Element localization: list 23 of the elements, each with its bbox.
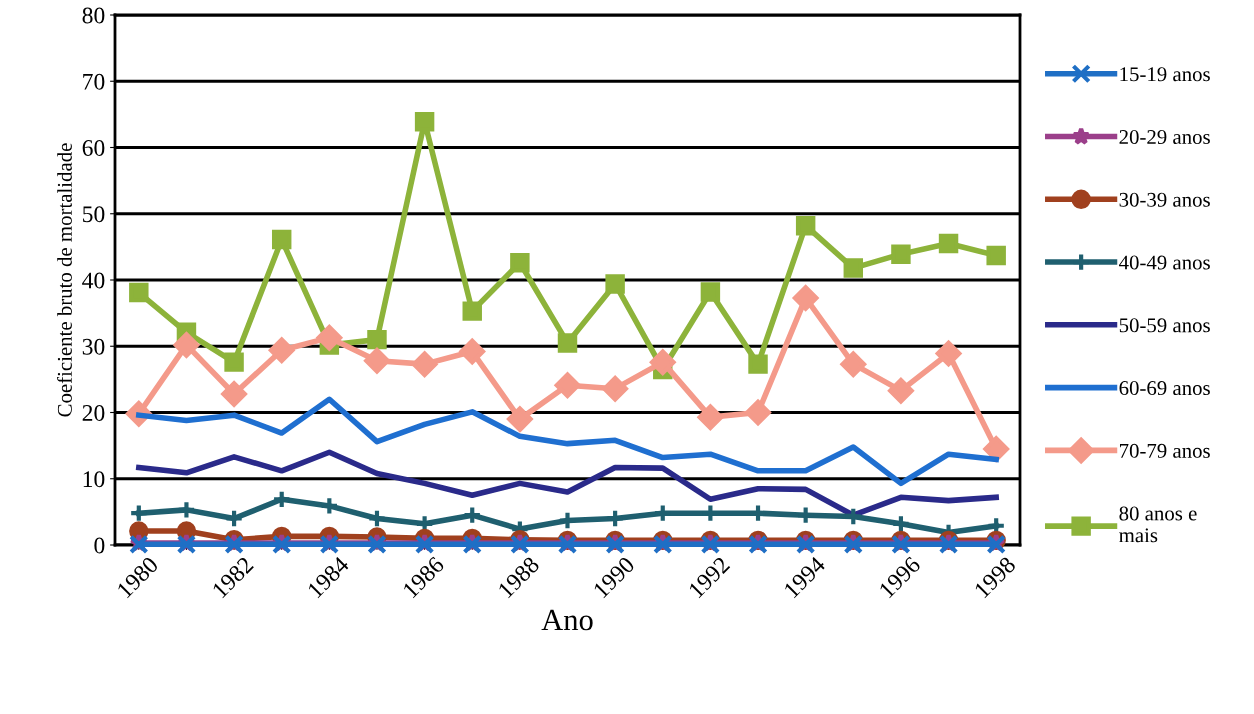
y-tick-label: 80 [82,7,105,24]
y-tick-label: 60 [82,139,105,156]
legend-label: 60-69 anos [1119,381,1210,396]
y-tick-label: 50 [83,206,105,223]
x-tick-label: 1990 [592,555,636,599]
x-axis-title: Ano [541,609,593,631]
legend-label: 20-29 anos [1119,129,1210,145]
legend-label: 40-49 anos [1119,255,1210,270]
legend-label: 50-59 anos [1119,318,1210,333]
x-tick-label: 1980 [116,555,160,599]
y-axis-title: Coeficiente bruto de mortalidade [57,143,72,417]
legend-label: 15-19 anos [1120,67,1210,82]
legend-label: 70-79 anos [1120,443,1210,458]
y-tick-label: 30 [82,338,105,355]
legend-label: 80 anos e mais [1119,506,1197,543]
x-tick-label: 1982 [211,556,255,599]
x-tick-label: 1992 [688,556,731,599]
y-tick-label: 10 [83,471,105,488]
y-tick-label: 40 [82,272,105,289]
y-tick-label: 0 [94,537,105,554]
y-tick-label: 20 [82,404,105,421]
legend-label: 30-39 anos [1119,192,1210,207]
y-tick-label: 70 [83,73,105,90]
